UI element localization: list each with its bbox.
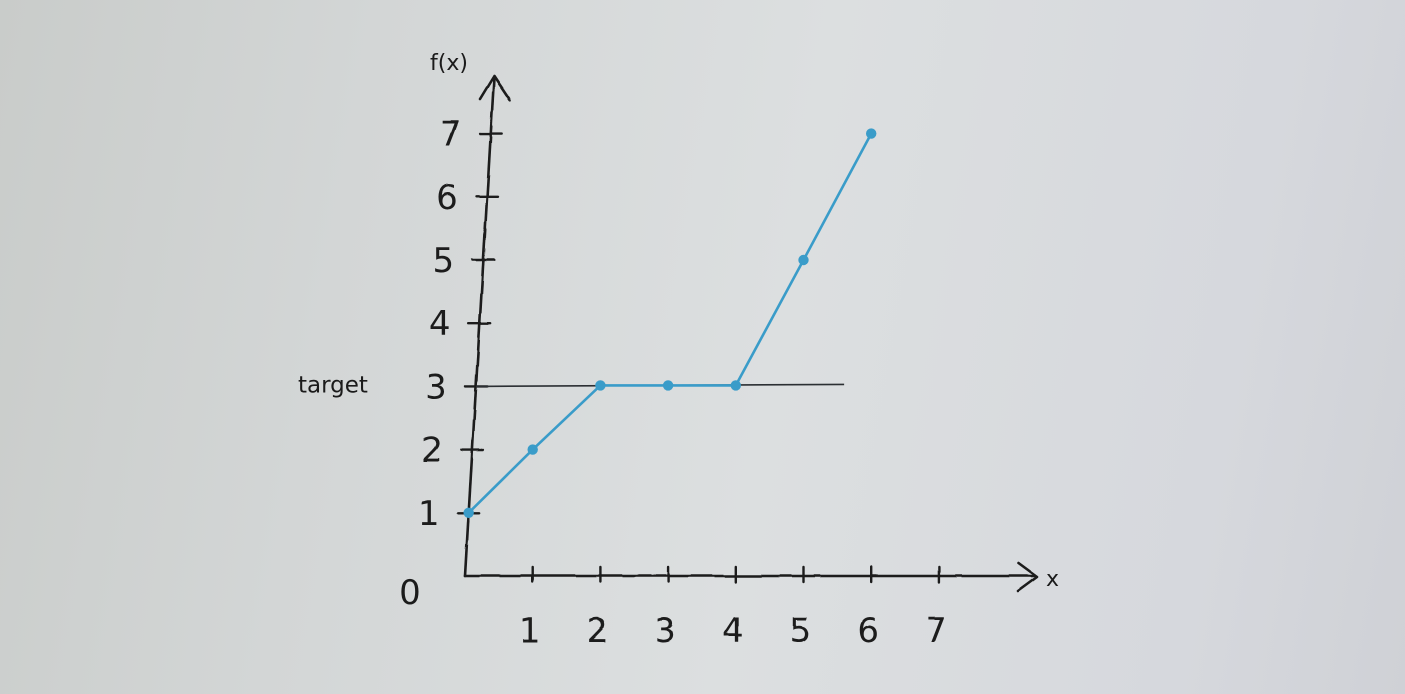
data-point — [463, 507, 474, 518]
y-ticks: 1 2 3 4 5 6 7 — [418, 115, 503, 534]
y-axis-arrowhead — [478, 74, 512, 102]
x-tick-label: 6 — [857, 611, 879, 651]
series-points — [463, 128, 877, 518]
y-axis — [463, 76, 496, 578]
x-axis-arrowhead — [1016, 561, 1039, 593]
data-point — [662, 380, 674, 391]
x-axis-label: x — [1046, 567, 1059, 592]
x-tick-label: 7 — [925, 611, 947, 651]
y-tick-label: 1 — [418, 494, 440, 534]
y-tick-label: 6 — [436, 178, 458, 218]
y-tick-label: 4 — [429, 304, 451, 344]
axes — [463, 74, 1039, 593]
x-tick-label: 4 — [722, 611, 744, 651]
x-tick-label: 1 — [519, 611, 541, 651]
y-tick-label: 3 — [425, 367, 447, 407]
y-tick-label: 2 — [422, 431, 444, 471]
data-point — [866, 128, 877, 139]
target-reference-label: target — [298, 372, 368, 398]
x-tick-label: 5 — [790, 611, 812, 651]
y-tick-label: 5 — [433, 241, 455, 281]
x-tick-label: 2 — [587, 611, 609, 651]
data-point — [527, 444, 538, 455]
data-point — [595, 380, 606, 391]
x-ticks: 1 2 3 4 5 6 7 — [519, 565, 947, 651]
series-line — [467, 132, 873, 515]
y-axis-label: f(x) — [430, 51, 468, 76]
series-layer — [463, 128, 877, 518]
x-tick-label: 3 — [654, 611, 676, 651]
y-tick-label: 7 — [440, 115, 462, 155]
data-point — [798, 254, 809, 266]
origin-label: 0 — [399, 573, 421, 613]
data-point — [730, 380, 741, 391]
reference-lines: target — [298, 372, 845, 398]
